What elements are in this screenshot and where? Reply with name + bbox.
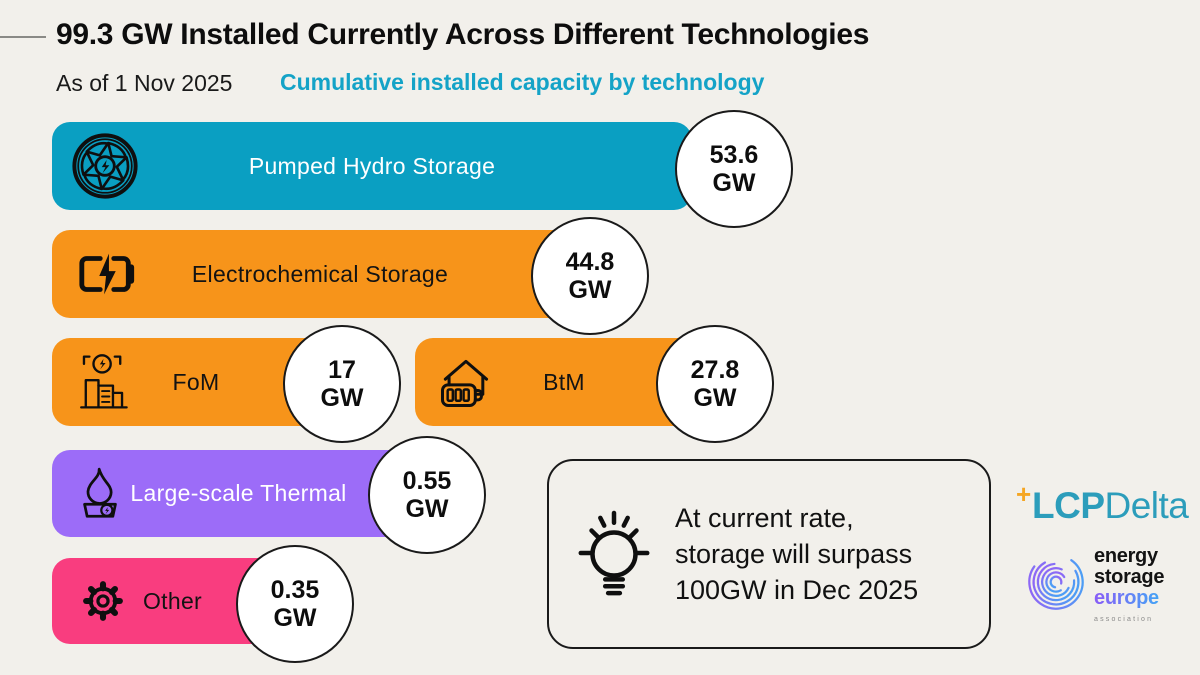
title-tick-line — [0, 36, 46, 38]
value-badge-fom: 17 GW — [283, 325, 401, 443]
bar-label: Electrochemical Storage — [191, 260, 449, 287]
delta-text: Delta — [1104, 485, 1189, 526]
ese-swirl-icon — [1024, 550, 1088, 614]
page-title: 99.3 GW Installed Currently Across Diffe… — [56, 18, 870, 51]
power-plant-icon — [74, 351, 132, 413]
value-badge-pumped-hydro: 53.6 GW — [675, 110, 793, 228]
gear-icon — [76, 574, 130, 628]
ese-europe-text: europe — [1094, 588, 1164, 609]
turbine-icon — [70, 131, 140, 201]
badge-value: 53.6 — [709, 141, 759, 169]
ese-energy-text: energy — [1094, 545, 1158, 567]
value-badge-electrochemical: 44.8 GW — [531, 217, 649, 335]
bar-label: Other — [142, 587, 203, 614]
badge-unit: GW — [320, 384, 364, 412]
chart-subtitle: Cumulative installed capacity by technol… — [280, 69, 765, 95]
home-battery-icon — [435, 353, 495, 411]
lightbulb-icon — [571, 504, 657, 604]
badge-value: 0.55 — [402, 467, 452, 495]
bar-electrochemical: Electrochemical Storage — [52, 230, 588, 318]
ese-wordmark: energy storage europe association — [1094, 546, 1164, 630]
lcpdelta-wordmark: LCPDelta — [1032, 485, 1189, 527]
insight-callout: At current rate, storage will surpass 10… — [547, 459, 991, 649]
bar-large-scale-thermal: Large-scale Thermal — [52, 450, 425, 537]
badge-value: 0.35 — [270, 576, 320, 604]
energy-storage-europe-logo: energy storage europe association — [1024, 546, 1174, 630]
as-of-date: As of 1 Nov 2025 — [56, 70, 233, 96]
callout-line-1: At current rate, — [675, 503, 854, 533]
badge-unit: GW — [273, 604, 317, 632]
flame-icon — [76, 465, 124, 523]
callout-text: At current rate, storage will surpass 10… — [675, 500, 918, 608]
bar-label: FoM — [172, 368, 220, 395]
badge-unit: GW — [693, 384, 737, 412]
ese-association-text: association — [1094, 616, 1154, 623]
bar-pumped-hydro: Pumped Hydro Storage — [52, 122, 692, 210]
value-badge-thermal: 0.55 GW — [368, 436, 486, 554]
bar-label: Large-scale Thermal — [130, 480, 347, 506]
badge-value: 17 — [328, 356, 356, 384]
lcp-plus-icon: + — [1016, 479, 1032, 509]
value-badge-btm: 27.8 GW — [656, 325, 774, 443]
lcpdelta-logo: + LCPDelta — [1010, 479, 1190, 539]
lcp-text: LCP — [1032, 485, 1105, 526]
bar-label: BtM — [543, 368, 585, 395]
badge-unit: GW — [405, 495, 449, 523]
ese-storage-text: storage — [1094, 566, 1165, 588]
callout-line-3: 100GW in Dec 2025 — [675, 575, 919, 605]
battery-bolt-icon — [76, 251, 138, 297]
value-badge-other: 0.35 GW — [236, 545, 354, 663]
badge-value: 27.8 — [690, 356, 740, 384]
callout-line-2: storage will surpass — [675, 539, 913, 569]
bar-label: Pumped Hydro Storage — [248, 152, 496, 179]
badge-unit: GW — [568, 276, 612, 304]
badge-value: 44.8 — [565, 248, 615, 276]
badge-unit: GW — [712, 169, 756, 197]
